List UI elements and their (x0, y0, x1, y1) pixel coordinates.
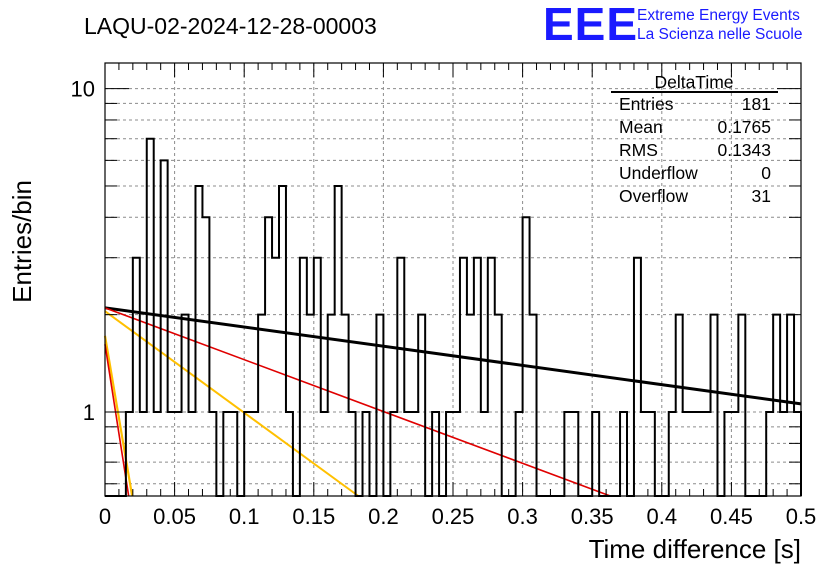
logo-line-2: La Scienza nelle Scuole (637, 26, 802, 43)
x-tick-label: 0.3 (507, 504, 538, 529)
stats-value: 31 (752, 186, 771, 206)
stats-label: RMS (619, 140, 658, 160)
x-axis-label: Time difference [s] (589, 534, 801, 564)
stats-label: Entries (619, 94, 674, 114)
stats-value: 0 (761, 163, 771, 183)
eee-logo: EEE Extreme Energy Events La Scienza nel… (543, 0, 802, 50)
stats-value: 181 (742, 94, 771, 114)
chart-title: LAQU-02-2024-12-28-00003 (84, 13, 377, 39)
x-tick-label: 0 (99, 504, 111, 529)
axis-ticks: 0 0.05 0.1 0.15 0.2 0.25 0.3 0.35 0.4 0.45 0.5 1 10 (71, 63, 817, 529)
fit-curve-3 (103, 335, 134, 497)
x-tick-label: 0.45 (710, 504, 753, 529)
stats-box: DeltaTime Entries 181 Mean 0.1765 RMS 0.1343 U… (611, 72, 778, 206)
stats-label: Overflow (619, 186, 688, 206)
stats-label: Underflow (619, 163, 698, 183)
x-tick-label: 0.05 (153, 504, 196, 529)
x-tick-label: 0.25 (432, 504, 475, 529)
stats-value: 0.1343 (717, 140, 771, 160)
x-tick-label: 0.2 (368, 504, 399, 529)
stats-value: 0.1765 (717, 117, 771, 137)
stats-label: Mean (619, 117, 663, 137)
fit-curve-0 (104, 306, 802, 406)
logo-mark: EEE (543, 0, 638, 50)
y-tick-label: 10 (71, 77, 95, 102)
x-tick-label: 0.15 (292, 504, 335, 529)
fit-curve-4 (104, 344, 130, 497)
x-tick-label: 0.35 (571, 504, 614, 529)
x-tick-label: 0.4 (647, 504, 678, 529)
x-tick-label: 0.1 (229, 504, 260, 529)
stats-title: DeltaTime (654, 72, 733, 92)
y-axis-label: Entries/bin (7, 180, 37, 303)
y-tick-label: 1 (83, 400, 95, 425)
logo-line-1: Extreme Energy Events (637, 7, 800, 24)
x-tick-label: 0.5 (786, 504, 817, 529)
